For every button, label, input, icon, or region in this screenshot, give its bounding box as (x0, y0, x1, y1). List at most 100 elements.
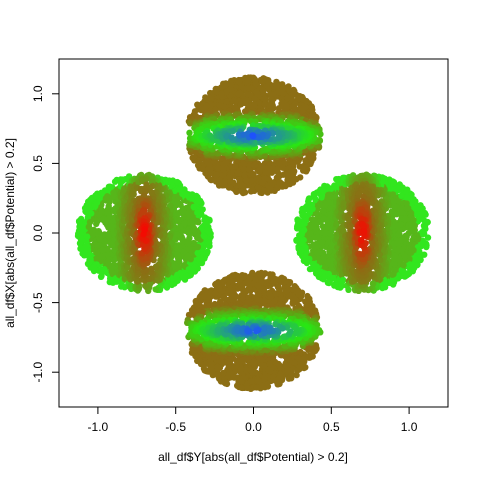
data-point (197, 360, 205, 368)
data-point (220, 166, 227, 173)
data-point (88, 210, 95, 217)
data-point (283, 102, 290, 110)
data-point (104, 193, 111, 200)
data-point (301, 166, 308, 173)
data-point (295, 290, 303, 298)
data-point (253, 327, 260, 335)
data-point (190, 203, 197, 211)
data-point (105, 202, 112, 210)
data-point (245, 84, 252, 92)
data-point (230, 97, 237, 105)
data-point (198, 206, 206, 213)
data-point (286, 169, 294, 176)
data-point (274, 381, 281, 388)
data-point (253, 384, 261, 391)
data-point (299, 95, 307, 103)
data-point (185, 266, 192, 273)
data-point (204, 158, 211, 166)
data-point (256, 168, 263, 175)
data-point (141, 226, 148, 233)
data-point (194, 249, 201, 257)
data-point (284, 94, 291, 102)
data-point (251, 100, 258, 108)
data-point (240, 356, 248, 363)
data-point (276, 179, 284, 186)
data-point (104, 258, 112, 266)
data-point (264, 78, 272, 86)
data-point (266, 165, 273, 172)
data-point (152, 286, 159, 293)
data-point (192, 297, 199, 305)
data-point (180, 248, 187, 256)
data-point (208, 364, 215, 371)
data-point (284, 176, 291, 184)
data-point (297, 174, 304, 181)
data-point (207, 165, 214, 172)
data-point (226, 184, 234, 191)
data-point (90, 264, 98, 271)
data-point (174, 277, 181, 284)
data-point (234, 170, 242, 177)
data-point (250, 358, 257, 365)
data-point (258, 269, 265, 277)
data-point (213, 88, 220, 96)
data-point (302, 354, 309, 362)
data-point (265, 366, 272, 374)
data-point (212, 280, 220, 287)
data-point (238, 283, 246, 290)
data-point (206, 239, 213, 247)
data-point (247, 366, 254, 374)
data-point (245, 166, 253, 173)
data-point (241, 189, 249, 196)
data-point (130, 191, 137, 198)
data-point (207, 176, 214, 183)
data-point (184, 227, 191, 235)
data-point (276, 133, 283, 140)
data-point (91, 203, 99, 210)
data-point (194, 162, 202, 169)
data-point (226, 369, 233, 376)
data-point (101, 238, 109, 245)
data-point (264, 381, 271, 388)
data-point (261, 297, 268, 305)
data-point (278, 295, 285, 302)
data-point (217, 180, 225, 187)
data-point (79, 223, 86, 230)
data-point (282, 361, 289, 369)
data-point (289, 286, 297, 293)
data-point (84, 233, 91, 240)
data-point (84, 204, 91, 211)
data-point (228, 134, 235, 141)
data-point (255, 377, 262, 385)
data-point (239, 292, 246, 299)
data-point (196, 198, 203, 205)
data-point (259, 87, 267, 94)
data-point (229, 127, 237, 135)
data-point (267, 91, 274, 98)
data-point (257, 189, 264, 196)
data-point (220, 369, 227, 377)
data-point (292, 100, 299, 107)
data-point (275, 172, 283, 180)
data-point (266, 101, 274, 109)
data-point (244, 91, 251, 98)
data-point (292, 329, 299, 337)
data-point (257, 163, 264, 170)
data-point (261, 101, 269, 108)
data-point (289, 179, 297, 186)
data-point (199, 165, 206, 172)
data-point (259, 285, 266, 292)
data-point (93, 249, 100, 256)
data-point (223, 98, 230, 105)
data-point (308, 103, 315, 111)
data-point (186, 120, 194, 127)
data-point (189, 220, 196, 227)
data-point (244, 384, 251, 392)
data-point (287, 373, 294, 381)
data-point (292, 296, 299, 303)
data-point (176, 200, 183, 207)
data-point (261, 375, 268, 382)
data-point (234, 382, 241, 389)
